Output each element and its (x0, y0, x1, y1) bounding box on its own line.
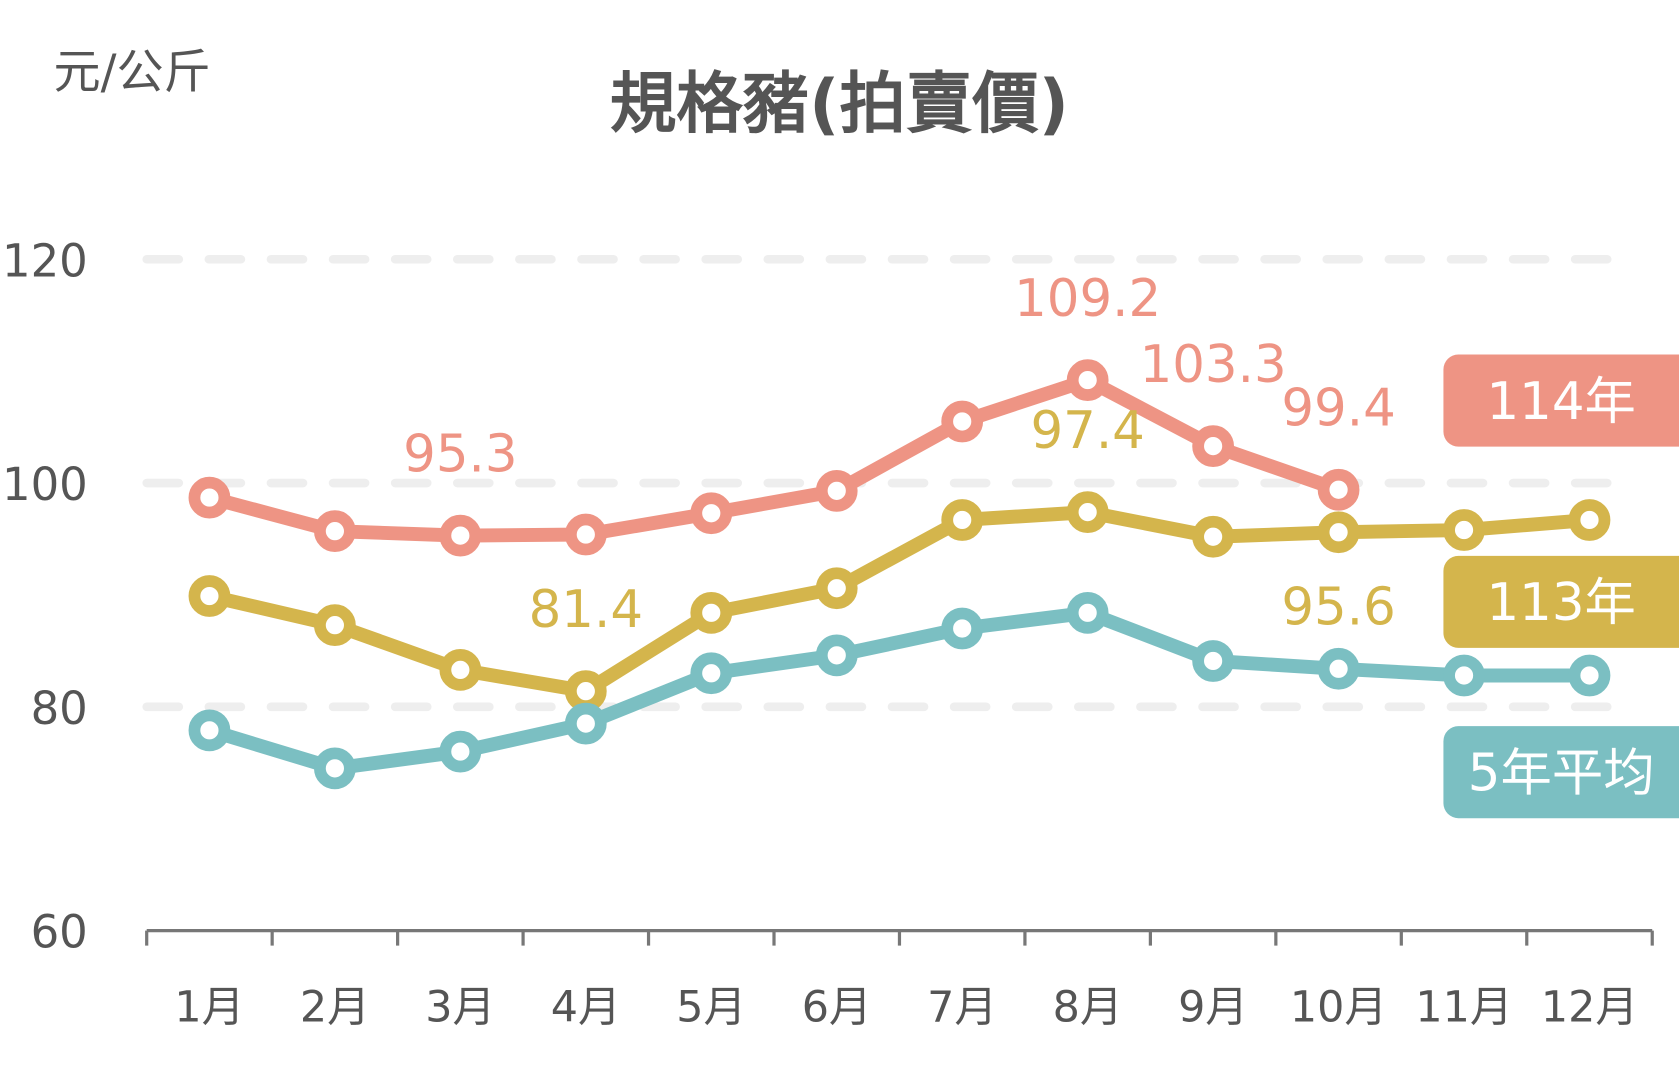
data-point (690, 591, 733, 634)
data-point (1568, 499, 1611, 541)
legend-badge (1443, 555, 1679, 648)
x-tick-label: 4月 (551, 983, 621, 1033)
data-point (690, 492, 733, 535)
data-point (564, 670, 607, 713)
data-label: 95.3 (403, 424, 517, 484)
series-line (207, 373, 1341, 543)
x-tick-label: 9月 (1178, 983, 1248, 1033)
data-point (564, 702, 607, 745)
x-tick-label: 12月 (1541, 983, 1638, 1033)
x-tick-label: 7月 (927, 983, 997, 1033)
data-point (941, 499, 984, 541)
data-point (1066, 591, 1109, 634)
x-tick-label: 2月 (300, 983, 370, 1033)
x-tick-label: 6月 (802, 983, 872, 1033)
data-label: 103.3 (1140, 335, 1287, 395)
data-label: 109.2 (1014, 269, 1161, 329)
series-1: 81.4 97.4 95.6 (188, 401, 1611, 713)
data-point (1192, 425, 1234, 467)
data-point (439, 730, 482, 773)
data-point (314, 510, 356, 553)
data-point (439, 649, 482, 691)
legend-label: 113年 (1486, 573, 1635, 633)
data-point (1066, 491, 1109, 534)
x-tick-label: 11月 (1415, 983, 1512, 1033)
data-point (188, 709, 231, 752)
data-point (815, 634, 858, 677)
data-point (815, 469, 858, 512)
data-point (1192, 515, 1234, 558)
data-point (941, 607, 984, 650)
data-label: 97.4 (1030, 401, 1144, 461)
series-line (207, 505, 1591, 699)
data-point (1317, 647, 1360, 690)
legend-label: 114年 (1486, 372, 1635, 432)
data-point (314, 604, 356, 647)
legend-badge (1443, 354, 1679, 447)
x-tick-label: 8月 (1053, 983, 1123, 1033)
data-label: 81.4 (529, 580, 643, 640)
y-tick-label: 120 (2, 234, 88, 287)
y-tick-label: 80 (31, 682, 88, 735)
data-point (314, 747, 356, 790)
data-label: 99.4 (1281, 378, 1395, 438)
data-point (941, 400, 984, 443)
chart-title: 規格豬(拍賣價) (610, 64, 1069, 142)
data-point (188, 476, 231, 519)
data-point (815, 567, 858, 610)
x-tick-label: 5月 (676, 983, 746, 1033)
series-line (207, 605, 1590, 776)
y-tick-label: 60 (31, 906, 88, 959)
data-point (690, 652, 733, 695)
series-2 (188, 591, 1611, 790)
data-point (564, 513, 607, 556)
data-point (188, 575, 231, 617)
y-axis-unit: 元/公斤 (54, 45, 211, 100)
data-point (1443, 509, 1485, 551)
data-label: 95.6 (1281, 577, 1395, 637)
data-point (1317, 468, 1360, 511)
x-tick-label: 1月 (174, 983, 244, 1033)
y-tick-label: 100 (2, 458, 88, 511)
data-point (1192, 640, 1234, 682)
legend-label: 5年平均 (1468, 743, 1655, 803)
data-point (1066, 359, 1109, 401)
legend-badge (1443, 726, 1679, 819)
data-point (1317, 511, 1360, 554)
data-point (439, 514, 482, 557)
data-point (1568, 654, 1611, 697)
x-tick-label: 3月 (425, 983, 495, 1033)
data-point (1443, 654, 1485, 697)
x-tick-label: 10月 (1290, 983, 1387, 1033)
